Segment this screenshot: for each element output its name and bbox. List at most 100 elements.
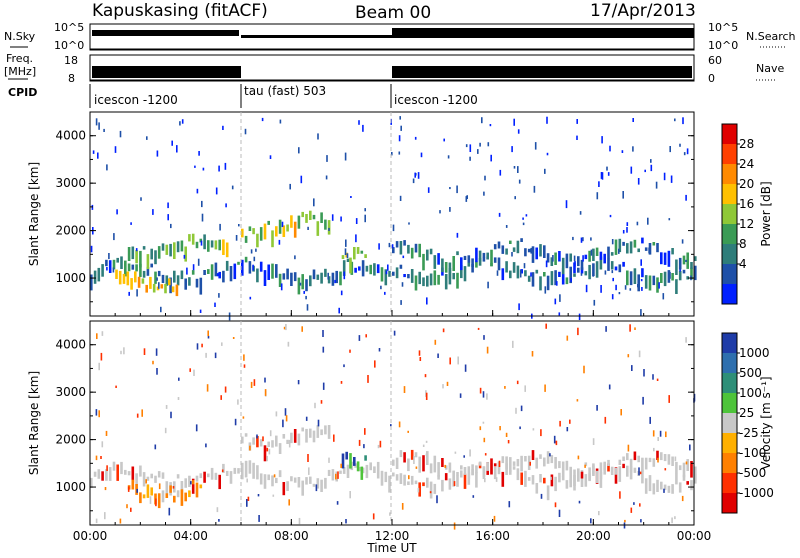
heatmap-cell: [131, 246, 135, 260]
heatmap-noise-cell: [90, 245, 93, 253]
heatmap-cell: [618, 264, 622, 273]
y-tick-label: 4000: [55, 338, 86, 352]
heatmap-noise-cell: [340, 216, 342, 222]
heatmap-cell: [535, 247, 538, 260]
heatmap-noise-cell: [498, 460, 501, 467]
heatmap-cell: [626, 243, 629, 254]
heatmap-noise-cell: [247, 496, 250, 501]
heatmap-noise-cell: [609, 145, 611, 152]
heatmap-noise-cell: [344, 248, 347, 255]
heatmap-cell: [501, 245, 505, 254]
heatmap-cell: [516, 265, 520, 279]
heatmap-noise-cell: [135, 248, 138, 252]
heatmap-cell: [256, 268, 259, 283]
heatmap-noise-cell: [172, 486, 175, 489]
heatmap-cell: [407, 458, 410, 472]
heatmap-cell: [380, 470, 384, 486]
heatmap-cell: [188, 475, 191, 487]
heatmap-cell: [331, 272, 335, 286]
heatmap-cell: [652, 458, 656, 467]
heatmap-cell: [682, 269, 686, 274]
heatmap-cell: [618, 466, 622, 482]
heatmap-cell: [173, 242, 176, 259]
heatmap-noise-cell: [328, 457, 330, 463]
heatmap-noise-cell: [655, 181, 658, 189]
heatmap-noise-cell: [558, 509, 561, 517]
heatmap-noise-cell: [689, 444, 691, 451]
heatmap-cell: [349, 257, 352, 274]
heatmap-cell: [101, 264, 104, 277]
heatmap-cell: [595, 247, 599, 256]
heatmap-cell: [360, 250, 364, 254]
heatmap-cell: [509, 240, 512, 244]
heatmap-cell: [512, 262, 516, 273]
colorbar-tick-label: 16: [739, 197, 754, 211]
heatmap-cell: [509, 470, 512, 475]
heatmap-cell: [501, 456, 505, 464]
heatmap-cell: [293, 221, 297, 238]
heatmap-cell: [118, 270, 122, 285]
power-ylabel: Slant Range [km]: [27, 162, 41, 266]
heatmap-cell: [690, 461, 693, 478]
heatmap-noise-cell: [257, 494, 260, 497]
heatmap-cell: [418, 482, 421, 497]
heatmap-noise-cell: [152, 360, 154, 365]
heatmap-noise-cell: [306, 304, 309, 311]
heatmap-cell: [471, 264, 474, 273]
heatmap-noise-cell: [443, 138, 445, 142]
heatmap-noise-cell: [130, 507, 132, 512]
heatmap-noise-cell: [621, 150, 624, 153]
heatmap-cell: [312, 214, 316, 220]
heatmap-cell: [475, 472, 478, 488]
heatmap-cell: [546, 253, 550, 263]
heatmap-noise-cell: [530, 247, 532, 254]
heatmap-cell: [380, 267, 384, 282]
heatmap-noise-cell: [649, 416, 651, 424]
heatmap-cell: [482, 466, 486, 477]
colorbar-tick-label: -25: [739, 426, 759, 440]
heatmap-noise-cell: [457, 356, 459, 365]
heatmap-cell: [565, 253, 569, 269]
heatmap-noise-cell: [170, 411, 172, 419]
heatmap-noise-cell: [349, 491, 351, 499]
heatmap-cell: [644, 478, 648, 494]
heatmap-noise-cell: [344, 152, 347, 161]
heatmap-noise-cell: [624, 519, 626, 523]
heatmap-cell: [641, 469, 644, 484]
heatmap-cell: [320, 479, 323, 492]
heatmap-noise-cell: [402, 255, 405, 259]
heatmap-noise-cell: [544, 384, 546, 392]
heatmap-noise-cell: [221, 342, 223, 346]
heatmap-cell: [493, 244, 497, 250]
heatmap-noise-cell: [232, 337, 235, 339]
heatmap-noise-cell: [164, 427, 167, 434]
heatmap-noise-cell: [429, 491, 432, 494]
heatmap-cell: [241, 462, 244, 480]
heatmap-cell: [410, 247, 414, 259]
heatmap-noise-cell: [611, 294, 614, 300]
heatmap-cell: [120, 461, 123, 475]
heatmap-cell: [648, 275, 652, 291]
heatmap-cell: [341, 453, 345, 469]
heatmap-cell: [527, 248, 531, 253]
heatmap-noise-cell: [401, 503, 404, 510]
heatmap-noise-cell: [346, 253, 349, 258]
heatmap-noise-cell: [261, 117, 264, 122]
heatmap-cell: [509, 270, 512, 279]
heatmap-noise-cell: [287, 341, 290, 347]
heatmap-cell: [149, 276, 152, 289]
heatmap-noise-cell: [584, 464, 586, 468]
heatmap-noise-cell: [362, 124, 364, 132]
heatmap-cell: [516, 468, 520, 481]
heatmap-noise-cell: [285, 324, 287, 331]
heatmap-cell: [603, 253, 606, 259]
heatmap-noise-cell: [170, 223, 172, 229]
heatmap-cell: [327, 220, 331, 235]
heatmap-cell: [497, 257, 501, 271]
heatmap-noise-cell: [100, 352, 103, 361]
heatmap-noise-cell: [181, 119, 184, 124]
heatmap-cell: [184, 278, 187, 290]
heatmap-cell: [629, 241, 633, 254]
heatmap-cell: [426, 477, 429, 488]
heatmap-cell: [558, 461, 561, 469]
